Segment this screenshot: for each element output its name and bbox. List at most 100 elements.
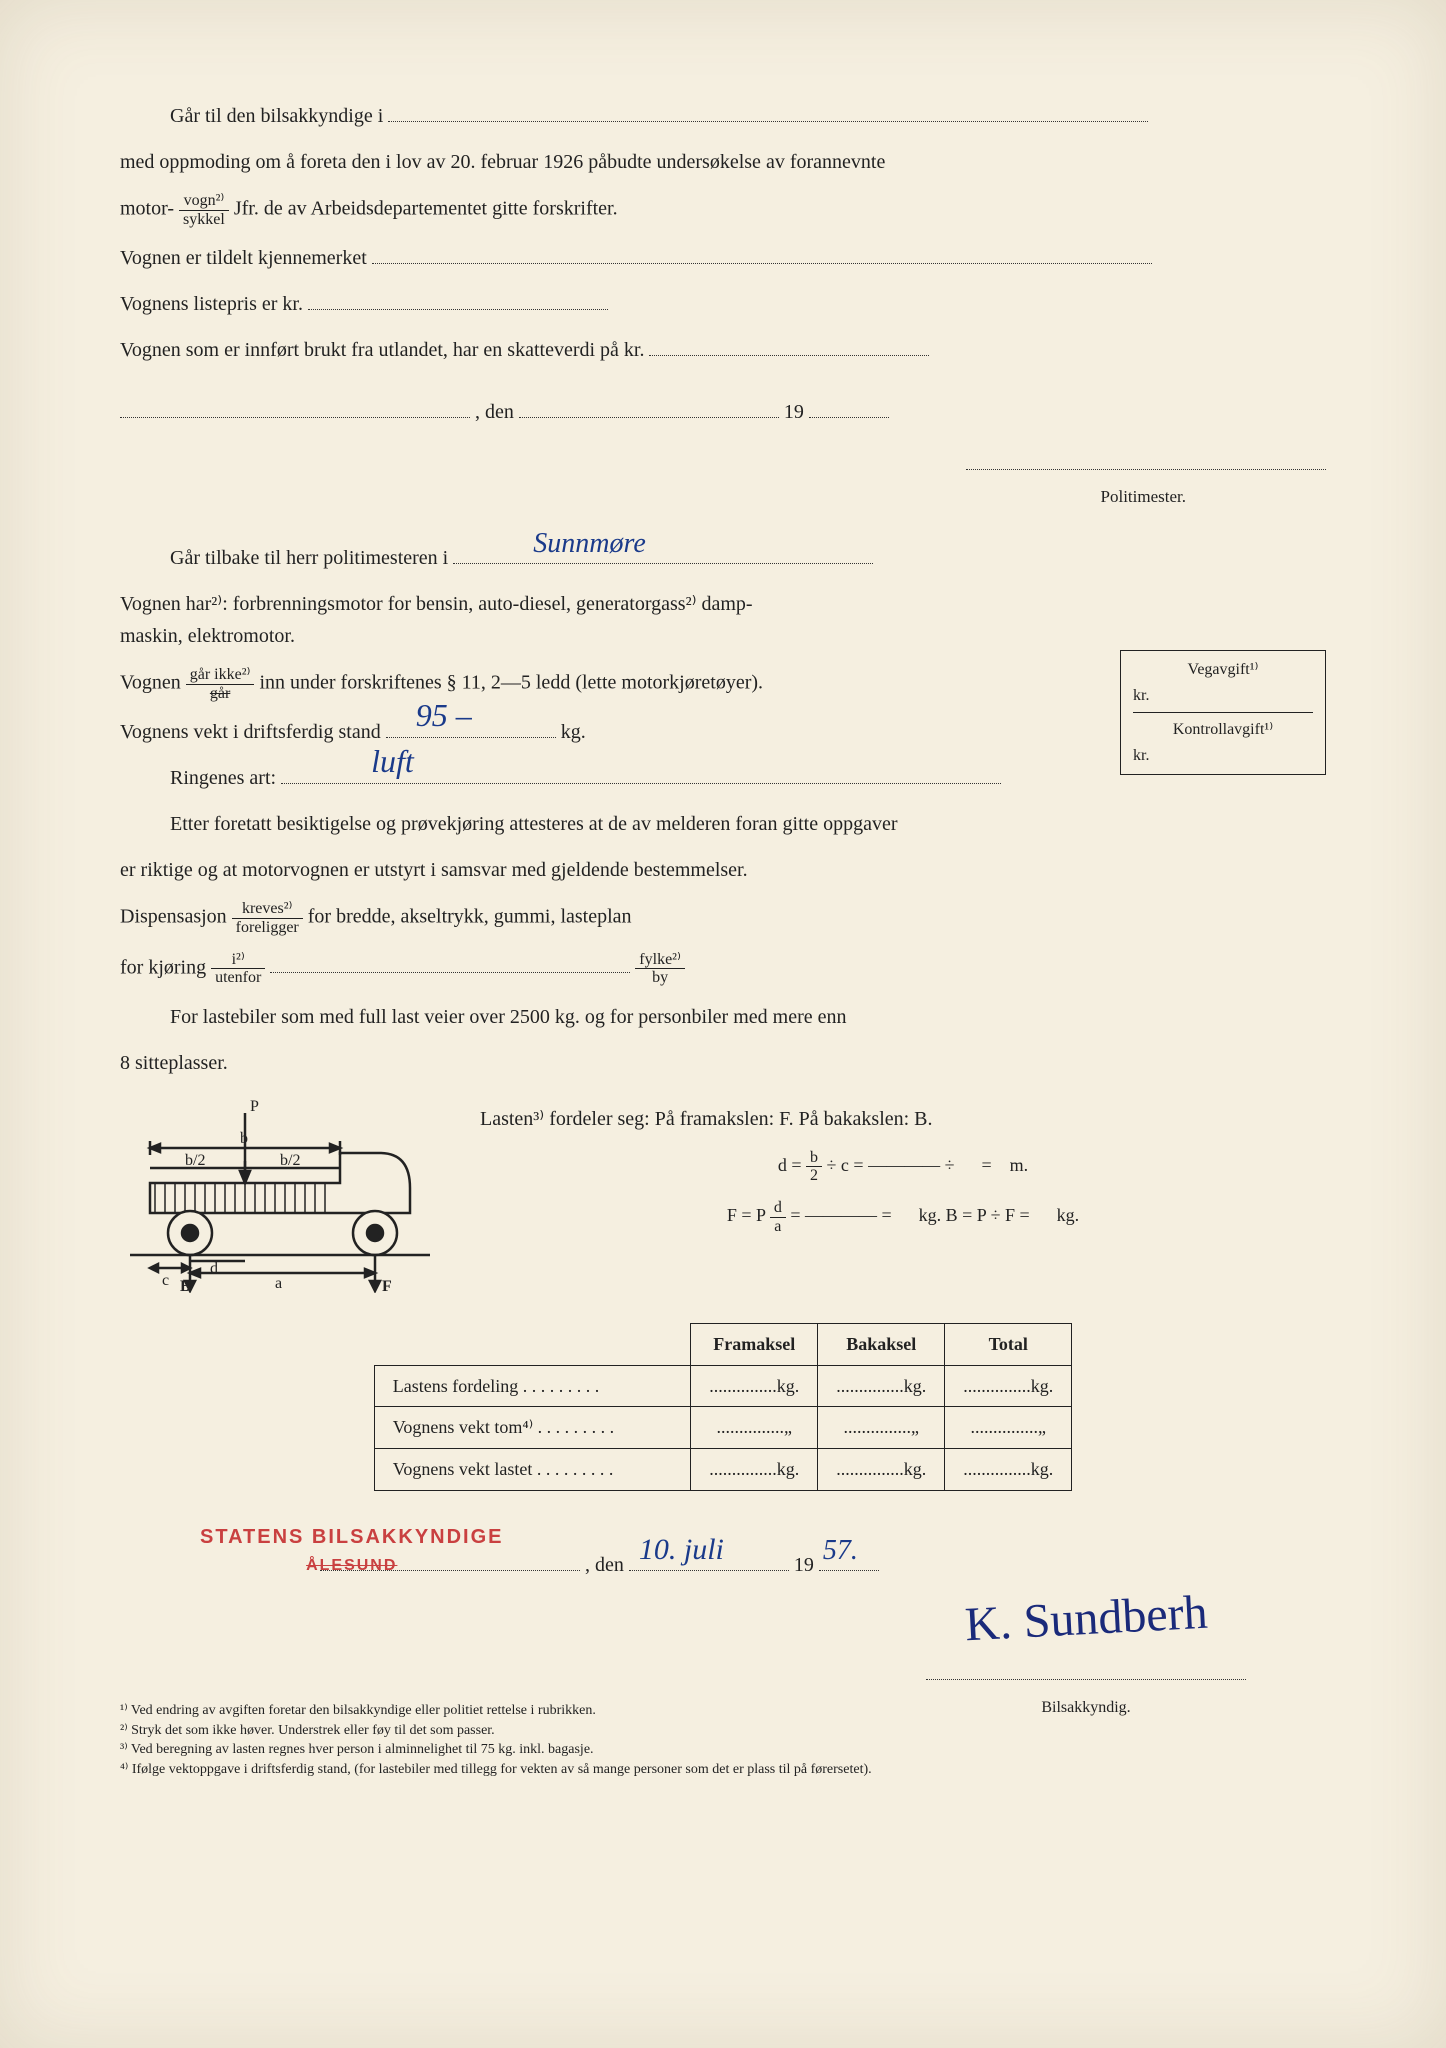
- text: Vognen er tildelt kjennemerket: [120, 247, 367, 269]
- formula-d: d = b2 ÷ c = ———— ÷ = m.: [480, 1149, 1326, 1185]
- kontrollavgift-label: Kontrollavgift¹⁾: [1133, 717, 1313, 743]
- cell[interactable]: ...............kg.: [691, 1449, 818, 1491]
- svg-text:b: b: [240, 1130, 248, 1147]
- weight-table-container: Framaksel Bakaksel Total Lastens fordeli…: [120, 1323, 1326, 1491]
- text: Vognen har²⁾: forbrenningsmotor for bens…: [120, 593, 753, 615]
- attestation: Etter foretatt besiktigelse og prøvekjør…: [120, 808, 1326, 840]
- svg-text:d: d: [210, 1260, 218, 1277]
- table-row: Lastens fordeling . . . . . . . . . ....…: [374, 1365, 1072, 1407]
- cell[interactable]: ...............kg.: [691, 1365, 818, 1407]
- cell[interactable]: ...............kg.: [818, 1365, 945, 1407]
- text: er riktige og at motorvognen er utstyrt …: [120, 859, 748, 881]
- text: maskin, elektromotor.: [120, 625, 295, 647]
- svg-text:F: F: [382, 1278, 392, 1293]
- text: Jfr. de av Arbeidsdepartementet gitte fo…: [234, 198, 618, 220]
- text: for bredde, akseltrykk, gummi, lasteplan: [308, 906, 632, 928]
- text: For lastebiler som med full last veier o…: [170, 1006, 846, 1028]
- table-row: Vognens vekt lastet . . . . . . . . . ..…: [374, 1449, 1072, 1491]
- signature: K. Sundberh: [963, 1575, 1209, 1664]
- fraction-fylke-by: fylke²⁾ by: [635, 951, 685, 987]
- truck-diagram: P b b/2b/2 cd a B F: [120, 1093, 440, 1303]
- blank-field[interactable]: Sunnmøre: [453, 563, 873, 564]
- text: inn under forskriftenes § 11, 2—5 ledd (…: [259, 672, 763, 694]
- text: , den: [585, 1554, 624, 1576]
- col-header: Total: [945, 1323, 1072, 1365]
- text: Dispensasjon: [120, 906, 227, 928]
- table-row: Vognens vekt tom⁴⁾ . . . . . . . . . ...…: [374, 1407, 1072, 1449]
- signature-line: [926, 1679, 1246, 1680]
- handwritten-place: Sunnmøre: [483, 522, 646, 567]
- text: 19: [784, 401, 804, 423]
- line-recipient: Går til den bilsakkyndige i: [120, 100, 1326, 132]
- text: med oppmoding om å foreta den i lov av 2…: [120, 151, 885, 173]
- text: Etter foretatt besiktigelse og prøvekjør…: [170, 813, 898, 835]
- table-header-row: Framaksel Bakaksel Total: [374, 1323, 1072, 1365]
- blank-field[interactable]: [320, 1570, 580, 1571]
- blank-field[interactable]: [388, 121, 1148, 122]
- fraction-i-utenfor: i²⁾ utenfor: [211, 951, 265, 987]
- signature-area: K. Sundberh Bilsakkyndig.: [926, 1581, 1246, 1722]
- blank-field[interactable]: [270, 972, 630, 973]
- year-field[interactable]: 57.: [819, 1570, 879, 1571]
- kr-label: kr.: [1133, 743, 1313, 769]
- signature-block: STATENS BILSAKKYNDIGE ÅLESUND , den 10. …: [120, 1521, 1326, 1681]
- handwritten-year: 57.: [823, 1529, 858, 1574]
- fee-box: Vegavgift¹⁾ kr. Kontrollavgift¹⁾ kr.: [1120, 650, 1326, 775]
- date-field[interactable]: 10. juli: [629, 1570, 789, 1571]
- line-driving: for kjøring i²⁾ utenfor fylke²⁾ by: [120, 951, 1326, 987]
- line-return-to: Går tilbake til herr politimesteren i Su…: [120, 542, 1326, 574]
- bilsakkyndig-label: Bilsakkyndig.: [1041, 1699, 1130, 1716]
- line-kjennemerke: Vognen er tildelt kjennemerket: [120, 242, 1326, 274]
- row-label: Lastens fordeling . . . . . . . . .: [374, 1365, 691, 1407]
- handwritten-weight: 95 –: [416, 690, 472, 741]
- svg-text:b/2: b/2: [280, 1152, 300, 1169]
- blank-field[interactable]: [519, 417, 779, 418]
- weight-table: Framaksel Bakaksel Total Lastens fordeli…: [374, 1323, 1073, 1491]
- date-line: , den 10. juli 19 57.: [320, 1549, 879, 1581]
- trucks-note: For lastebiler som med full last veier o…: [120, 1001, 1326, 1033]
- attestation2: er riktige og at motorvognen er utstyrt …: [120, 854, 1326, 886]
- text: Vognens listepris er kr.: [120, 293, 303, 315]
- politimester-signature-area: Politimester.: [120, 448, 1326, 512]
- signature-line[interactable]: [966, 469, 1326, 470]
- line-listepris: Vognens listepris er kr.: [120, 288, 1326, 320]
- blank-field[interactable]: [372, 263, 1152, 264]
- text: motor-: [120, 198, 174, 220]
- line-engine-type: Vognen har²⁾: forbrenningsmotor for bens…: [120, 588, 950, 652]
- cell[interactable]: ...............kg.: [945, 1449, 1072, 1491]
- fraction-kreves: kreves²⁾ foreligger: [232, 900, 303, 936]
- form-page: Går til den bilsakkyndige i med oppmodin…: [0, 0, 1446, 2048]
- line-date: , den 19: [120, 396, 1326, 428]
- col-header: Bakaksel: [818, 1323, 945, 1365]
- cell[interactable]: ...............kg.: [818, 1449, 945, 1491]
- text: , den: [475, 401, 514, 423]
- line-motor: motor- vogn²⁾ sykkel Jfr. de av Arbeidsd…: [120, 192, 1326, 228]
- cell[interactable]: ...............„: [945, 1407, 1072, 1449]
- blank-field[interactable]: [308, 309, 608, 310]
- cell[interactable]: ...............kg.: [945, 1365, 1072, 1407]
- diagram-formula-row: P b b/2b/2 cd a B F Lasten³⁾ fordeler se…: [120, 1093, 1326, 1303]
- svg-text:P: P: [250, 1098, 259, 1115]
- vegavgift-label: Vegavgift¹⁾: [1133, 657, 1313, 683]
- handwritten-tires: luft: [321, 736, 414, 787]
- footnote: ²⁾ Stryk det som ikke høver. Understrek …: [120, 1721, 1326, 1741]
- line-dispensation: Dispensasjon kreves²⁾ foreligger for bre…: [120, 900, 1326, 936]
- row-label: Vognens vekt tom⁴⁾ . . . . . . . . .: [374, 1407, 691, 1449]
- svg-text:c: c: [162, 1272, 169, 1289]
- blank-field[interactable]: [120, 417, 470, 418]
- text: Går tilbake til herr politimesteren i: [170, 547, 448, 569]
- formula-f: F = P da = ———— = kg. B = P ÷ F = kg.: [480, 1199, 1326, 1235]
- svg-text:a: a: [275, 1275, 282, 1292]
- cell[interactable]: ...............„: [818, 1407, 945, 1449]
- blank-field[interactable]: [809, 417, 889, 418]
- tires-field[interactable]: luft: [281, 783, 1001, 784]
- cell[interactable]: ...............„: [691, 1407, 818, 1449]
- trucks-note2: 8 sitteplasser.: [120, 1047, 1326, 1079]
- text: kg.: [561, 721, 586, 743]
- kr-label: kr.: [1133, 683, 1313, 709]
- svg-text:b/2: b/2: [185, 1152, 205, 1169]
- load-dist-text: Lasten³⁾ fordeler seg: På framakslen: F.…: [480, 1103, 1326, 1135]
- blank-field[interactable]: [649, 355, 929, 356]
- footnote: ³⁾ Ved beregning av lasten regnes hver p…: [120, 1740, 1326, 1760]
- fraction-gar: går ikke²⁾ går: [186, 666, 255, 702]
